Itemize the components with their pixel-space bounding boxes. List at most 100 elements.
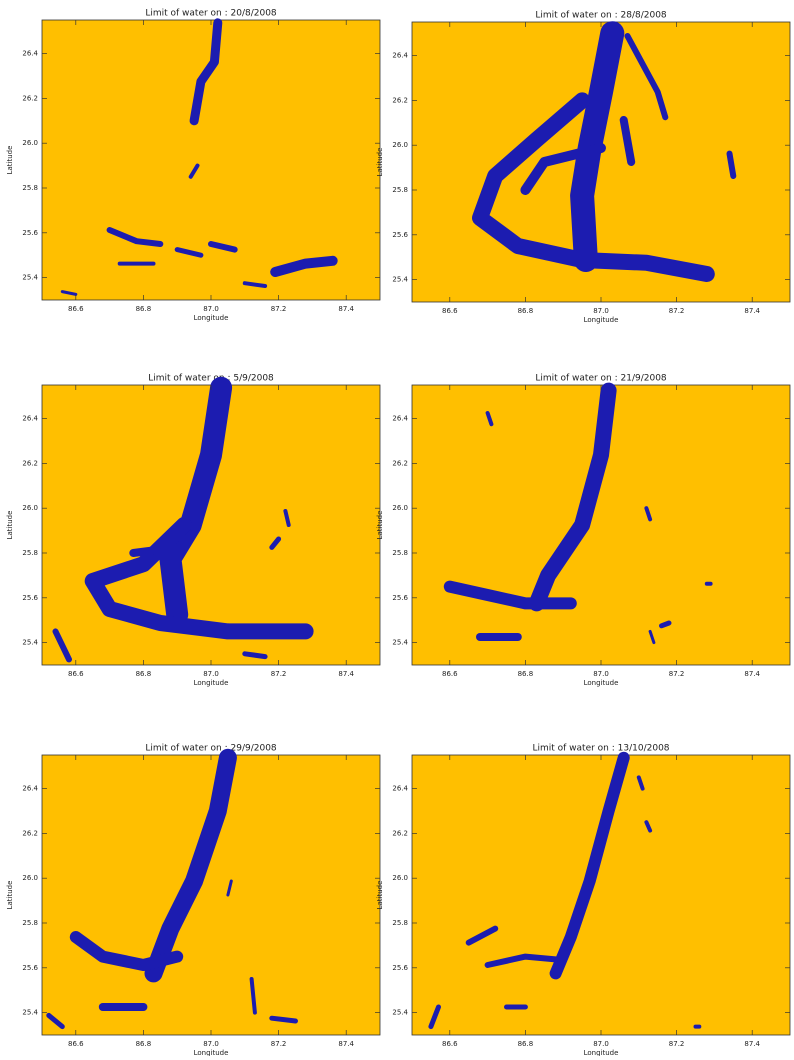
y-tick-label: 26.2 [392, 96, 408, 104]
water-area [662, 623, 670, 626]
y-tick-label: 26.0 [22, 504, 38, 512]
x-tick-label: 87.0 [593, 1040, 609, 1048]
x-tick-label: 87.2 [669, 1040, 685, 1048]
y-tick-label: 26.4 [392, 52, 408, 60]
x-axis-label: Longitude [584, 316, 619, 324]
y-tick-label: 25.8 [22, 549, 38, 557]
y-tick-label: 25.8 [392, 549, 408, 557]
x-tick-label: 86.8 [136, 670, 152, 678]
y-tick-label: 26.0 [22, 874, 38, 882]
x-tick-label: 87.0 [593, 670, 609, 678]
y-tick-label: 26.2 [22, 459, 38, 467]
y-tick-label: 25.8 [22, 184, 38, 192]
x-tick-label: 86.8 [518, 670, 534, 678]
x-tick-label: 87.4 [338, 670, 354, 678]
x-tick-label: 87.4 [744, 307, 760, 315]
y-tick-label: 26.4 [392, 785, 408, 793]
map-panel: Limit of water on : 20/8/2008 86.6 86.8 87.… [6, 9, 380, 323]
map-panel: Limit of water on : 29/9/2008 86.6 86.8 87.… [6, 744, 380, 1057]
y-tick-label: 25.6 [392, 231, 408, 239]
x-axis-label: Longitude [194, 314, 229, 322]
y-tick-label: 26.4 [22, 50, 38, 58]
panel-title: Limit of water on : 13/10/2008 [532, 744, 669, 754]
y-tick-label: 25.4 [392, 639, 408, 647]
y-tick-label: 25.8 [22, 919, 38, 927]
y-axis-label: Latitude [376, 881, 384, 910]
y-tick-label: 25.4 [22, 1009, 38, 1017]
y-tick-label: 26.0 [392, 141, 408, 149]
x-tick-label: 86.8 [136, 305, 152, 313]
y-tick-label: 26.4 [22, 415, 38, 423]
water-area [245, 283, 265, 286]
panel-title: Limit of water on : 21/9/2008 [535, 374, 667, 384]
y-tick-label: 25.4 [22, 274, 38, 282]
x-tick-label: 87.4 [744, 1040, 760, 1048]
x-tick-label: 87.0 [203, 1040, 219, 1048]
x-tick-label: 86.8 [518, 307, 534, 315]
y-tick-label: 26.4 [392, 415, 408, 423]
water-area [133, 547, 177, 553]
x-tick-label: 86.8 [518, 1040, 534, 1048]
map-panel: Limit of water on : 5/9/2008 86.6 86.8 87.0… [6, 374, 380, 688]
y-tick-label: 25.6 [392, 594, 408, 602]
x-axis-label: Longitude [194, 1049, 229, 1056]
y-tick-label: 26.0 [22, 139, 38, 147]
x-tick-label: 87.2 [271, 1040, 287, 1048]
map-frame [412, 755, 790, 1035]
y-tick-label: 25.6 [22, 229, 38, 237]
y-tick-label: 25.4 [392, 276, 408, 284]
x-tick-label: 87.0 [203, 670, 219, 678]
y-tick-label: 26.0 [392, 504, 408, 512]
panel-title: Limit of water on : 5/9/2008 [148, 374, 274, 384]
x-tick-label: 86.6 [442, 1040, 458, 1048]
map-panel: Limit of water on : 13/10/2008 86.6 86.8 87… [376, 744, 790, 1057]
x-tick-label: 86.8 [136, 1040, 152, 1048]
x-tick-label: 86.6 [68, 305, 84, 313]
panel-title: Limit of water on : 28/8/2008 [535, 11, 667, 21]
y-axis-label: Latitude [376, 148, 384, 177]
y-axis-label: Latitude [6, 511, 14, 540]
x-axis-label: Longitude [584, 679, 619, 687]
y-tick-label: 25.4 [392, 1009, 408, 1017]
water-area [272, 1018, 296, 1021]
x-tick-label: 87.0 [593, 307, 609, 315]
y-tick-label: 25.6 [392, 964, 408, 972]
page: {"chart_data": [ {"type": "map", "title"… [0, 0, 794, 1056]
panel-title: Limit of water on : 29/9/2008 [145, 744, 277, 754]
y-tick-label: 26.4 [22, 785, 38, 793]
panel-title: Limit of water on : 20/8/2008 [145, 9, 277, 19]
y-tick-label: 25.6 [22, 594, 38, 602]
x-tick-label: 86.6 [68, 1040, 84, 1048]
y-axis-label: Latitude [376, 511, 384, 540]
y-tick-label: 25.4 [22, 639, 38, 647]
x-tick-label: 87.0 [203, 305, 219, 313]
water-area [730, 154, 734, 176]
x-tick-label: 87.2 [271, 305, 287, 313]
x-tick-label: 87.2 [669, 670, 685, 678]
y-tick-label: 26.2 [392, 829, 408, 837]
y-axis-label: Latitude [6, 881, 14, 910]
x-axis-label: Longitude [194, 679, 229, 687]
y-tick-label: 25.8 [392, 919, 408, 927]
y-axis-label: Latitude [6, 146, 14, 175]
x-tick-label: 87.4 [744, 670, 760, 678]
water-area [245, 654, 265, 657]
x-tick-label: 87.2 [271, 670, 287, 678]
x-axis-label: Longitude [584, 1049, 619, 1056]
x-tick-label: 87.4 [338, 1040, 354, 1048]
map-panel: Limit of water on : 28/8/2008 86.6 86.8 87.… [376, 11, 790, 325]
y-tick-label: 26.0 [392, 874, 408, 882]
x-tick-label: 87.4 [338, 305, 354, 313]
figure: Limit of water on : 20/8/2008 86.6 86.8 87.… [0, 0, 794, 1056]
y-tick-label: 26.2 [22, 829, 38, 837]
y-tick-label: 25.6 [22, 964, 38, 972]
y-tick-label: 25.8 [392, 186, 408, 194]
x-tick-label: 87.2 [669, 307, 685, 315]
x-tick-label: 86.6 [442, 307, 458, 315]
map-frame [42, 755, 380, 1035]
y-tick-label: 26.2 [392, 459, 408, 467]
x-tick-label: 86.6 [442, 670, 458, 678]
map-panel: Limit of water on : 21/9/2008 86.6 86.8 87.… [376, 374, 790, 688]
y-tick-label: 26.2 [22, 94, 38, 102]
x-tick-label: 86.6 [68, 670, 84, 678]
